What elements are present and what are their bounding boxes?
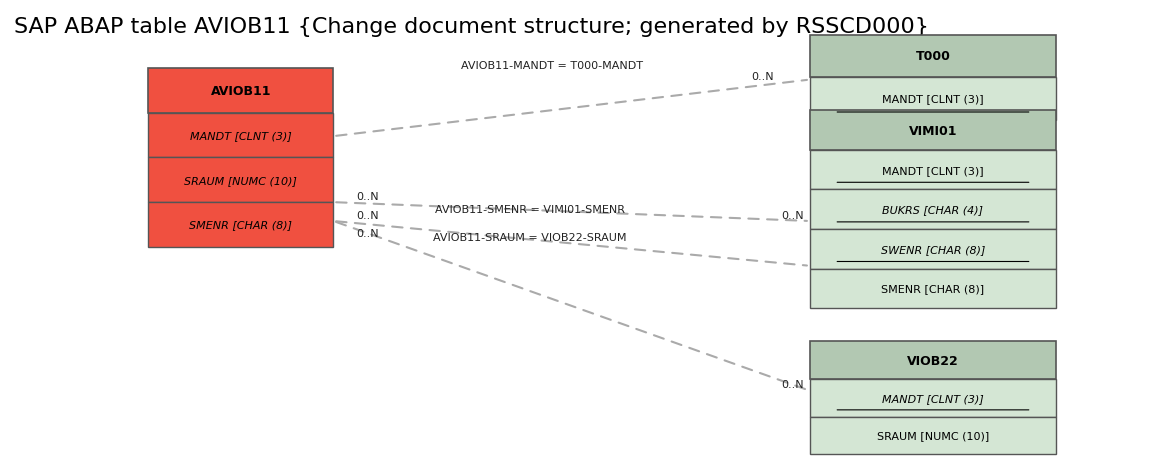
Text: SAP ABAP table AVIOB11 {Change document structure; generated by RSSCD000}: SAP ABAP table AVIOB11 {Change document … — [14, 17, 929, 37]
FancyBboxPatch shape — [810, 269, 1057, 308]
Text: AVIOB11: AVIOB11 — [210, 85, 271, 98]
FancyBboxPatch shape — [810, 111, 1057, 150]
FancyBboxPatch shape — [149, 203, 334, 248]
Text: 0..N: 0..N — [356, 191, 379, 201]
Text: SWENR [CHAR (8)]: SWENR [CHAR (8)] — [881, 244, 985, 254]
Text: VIOB22: VIOB22 — [907, 354, 959, 367]
FancyBboxPatch shape — [149, 69, 334, 113]
FancyBboxPatch shape — [810, 190, 1057, 229]
Text: 0..N: 0..N — [782, 379, 804, 389]
Text: BUKRS [CHAR (4)]: BUKRS [CHAR (4)] — [882, 205, 984, 215]
FancyBboxPatch shape — [810, 36, 1057, 78]
Text: AVIOB11-MANDT = T000-MANDT: AVIOB11-MANDT = T000-MANDT — [461, 61, 643, 71]
Text: 0..N: 0..N — [752, 72, 774, 82]
FancyBboxPatch shape — [149, 158, 334, 203]
Text: SMENR [CHAR (8)]: SMENR [CHAR (8)] — [189, 220, 292, 230]
FancyBboxPatch shape — [810, 341, 1057, 379]
FancyBboxPatch shape — [149, 113, 334, 158]
Text: MANDT [CLNT (3)]: MANDT [CLNT (3)] — [882, 393, 984, 403]
Text: VIMI01: VIMI01 — [909, 124, 957, 137]
Text: SMENR [CHAR (8)]: SMENR [CHAR (8)] — [881, 284, 984, 294]
Text: AVIOB11-SMENR = VIMI01-SMENR: AVIOB11-SMENR = VIMI01-SMENR — [434, 205, 625, 215]
Text: 0..N: 0..N — [356, 229, 379, 239]
Text: MANDT [CLNT (3)]: MANDT [CLNT (3)] — [191, 131, 292, 141]
FancyBboxPatch shape — [810, 229, 1057, 269]
Text: T000: T000 — [916, 50, 951, 63]
Text: SRAUM [NUMC (10)]: SRAUM [NUMC (10)] — [877, 431, 989, 441]
Text: 0..N: 0..N — [356, 210, 379, 220]
FancyBboxPatch shape — [810, 150, 1057, 190]
Text: AVIOB11-SRAUM = VIOB22-SRAUM: AVIOB11-SRAUM = VIOB22-SRAUM — [433, 233, 626, 243]
Text: MANDT [CLNT (3)]: MANDT [CLNT (3)] — [882, 165, 984, 175]
Text: MANDT [CLNT (3)]: MANDT [CLNT (3)] — [882, 94, 984, 104]
FancyBboxPatch shape — [810, 78, 1057, 120]
Text: SRAUM [NUMC (10)]: SRAUM [NUMC (10)] — [185, 175, 297, 185]
Text: 0..N: 0..N — [782, 210, 804, 220]
FancyBboxPatch shape — [810, 379, 1057, 417]
FancyBboxPatch shape — [810, 417, 1057, 455]
